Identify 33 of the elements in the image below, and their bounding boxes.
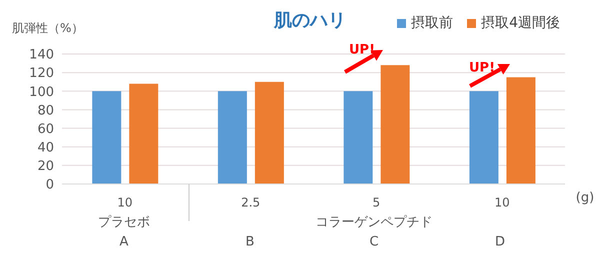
annotation: UP! [468, 60, 496, 76]
y-tick-label: 80 [37, 103, 54, 118]
y-tick-label: 40 [37, 140, 54, 156]
x-tick-label: 10 [494, 196, 510, 210]
text: A [120, 234, 128, 250]
x-tick-label: 2.5 [241, 196, 260, 210]
bar [254, 82, 284, 184]
y-tick-label: 140 [29, 48, 54, 63]
bar [506, 77, 536, 184]
annotation: UP! [348, 42, 376, 58]
text: B [246, 234, 254, 250]
bar [218, 91, 247, 184]
legend-label: 摂取4週間後 [480, 14, 560, 32]
text: D [494, 234, 506, 250]
y-axis-title: 肌弾性（%） [12, 20, 84, 37]
y-tick-label: 20 [37, 159, 54, 174]
bar [380, 65, 410, 184]
x-tick-label: 5 [372, 196, 380, 210]
y-tick-label: 0 [46, 178, 54, 193]
x-tick-label: 10 [117, 196, 133, 210]
text: コラーゲンペプチド [316, 214, 432, 231]
bar [469, 91, 498, 184]
bar [344, 91, 373, 184]
y-tick-label: 100 [29, 84, 54, 100]
bar [129, 84, 158, 184]
y-tick-label: 120 [29, 66, 54, 82]
chart-title: 肌のハリ [274, 10, 346, 31]
text: (g) [576, 190, 594, 206]
legend-label: 摂取前 [410, 14, 454, 32]
text: プラセボ [98, 214, 150, 231]
bar [92, 91, 122, 184]
y-tick-label: 60 [37, 122, 54, 137]
text: C [369, 234, 379, 250]
